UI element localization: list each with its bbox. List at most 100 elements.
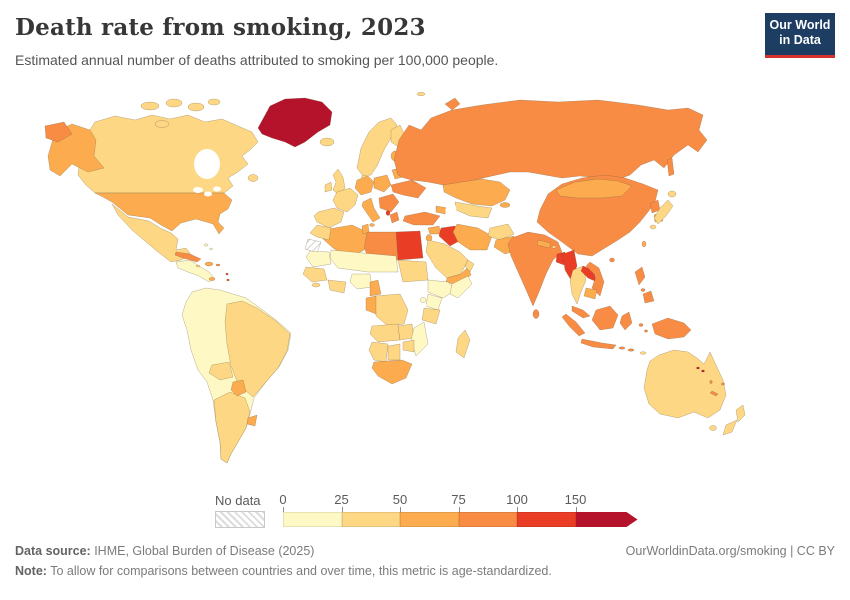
country-italy-sicily[interactable] bbox=[369, 223, 375, 227]
country-afghanistan[interactable] bbox=[487, 223, 515, 241]
country-canada[interactable] bbox=[77, 114, 259, 194]
region-svalbard[interactable] bbox=[416, 91, 426, 97]
country-mexico[interactable] bbox=[111, 203, 192, 263]
country-puerto-rico[interactable] bbox=[215, 263, 221, 267]
country-new-zealand-south[interactable] bbox=[722, 419, 738, 436]
country-angola[interactable] bbox=[369, 323, 401, 343]
country-newfoundland[interactable] bbox=[247, 174, 259, 182]
country-somalia[interactable] bbox=[449, 275, 473, 299]
country-fiji[interactable] bbox=[721, 382, 725, 386]
country-philippines-visayas[interactable] bbox=[640, 288, 646, 292]
country-sri-lanka[interactable] bbox=[532, 309, 540, 319]
country-zimbabwe[interactable] bbox=[402, 339, 415, 353]
legend-color-segment-50-75[interactable] bbox=[400, 512, 459, 527]
country-poland[interactable] bbox=[373, 174, 392, 193]
country-canada-islands[interactable] bbox=[140, 101, 160, 111]
region-lesser-sunda[interactable] bbox=[618, 346, 626, 350]
country-australia[interactable] bbox=[643, 349, 727, 419]
country-canada-islands[interactable] bbox=[207, 98, 221, 106]
country-syria[interactable] bbox=[427, 225, 442, 235]
country-russia-novaya-zemlya[interactable] bbox=[444, 97, 461, 111]
country-panama[interactable] bbox=[208, 277, 216, 281]
country-mongolia[interactable] bbox=[555, 178, 633, 199]
country-italy[interactable] bbox=[361, 197, 381, 223]
country-japan-honshu[interactable] bbox=[653, 199, 674, 225]
country-morocco[interactable] bbox=[309, 224, 332, 241]
country-albania[interactable] bbox=[385, 210, 391, 216]
region-sierra-leone-liberia[interactable] bbox=[311, 282, 321, 288]
country-japan-kyushu[interactable] bbox=[649, 224, 657, 230]
country-solomon-islands[interactable] bbox=[696, 366, 700, 370]
legend-color-segment-150+[interactable] bbox=[576, 512, 638, 527]
country-solomon-islands[interactable] bbox=[701, 369, 705, 373]
country-paraguay[interactable] bbox=[230, 379, 247, 397]
credit-link[interactable]: OurWorldinData.org/smoking | CC BY bbox=[625, 544, 835, 558]
country-philippines-luzon[interactable] bbox=[634, 266, 646, 286]
country-tunisia[interactable] bbox=[361, 223, 370, 235]
country-uruguay[interactable] bbox=[246, 414, 258, 427]
legend-color-segment-75-100[interactable] bbox=[458, 512, 517, 527]
country-russia-sakhalin[interactable] bbox=[666, 157, 675, 177]
country-kazakhstan[interactable] bbox=[442, 178, 511, 207]
region-norway-sweden[interactable] bbox=[356, 117, 398, 177]
country-namibia[interactable] bbox=[368, 341, 389, 363]
country-cuba[interactable] bbox=[174, 251, 202, 263]
region-caucasus[interactable] bbox=[435, 205, 449, 215]
country-turkey[interactable] bbox=[402, 211, 441, 226]
country-south-africa[interactable] bbox=[371, 359, 413, 385]
region-argentina-chile[interactable] bbox=[213, 391, 251, 464]
country-new-caledonia[interactable] bbox=[709, 390, 719, 397]
country-nigeria[interactable] bbox=[349, 273, 373, 290]
country-nepal[interactable] bbox=[536, 239, 552, 249]
country-botswana[interactable] bbox=[387, 343, 401, 361]
region-moluccas[interactable] bbox=[638, 323, 644, 327]
region-moluccas[interactable] bbox=[644, 329, 648, 333]
region-senegal-guinea[interactable] bbox=[302, 266, 328, 283]
country-india[interactable] bbox=[507, 231, 563, 307]
region-lesser-antilles[interactable] bbox=[225, 272, 229, 276]
country-timor[interactable] bbox=[639, 351, 647, 355]
country-canada-islands[interactable] bbox=[187, 102, 205, 112]
country-ireland[interactable] bbox=[324, 181, 333, 193]
country-greece[interactable] bbox=[389, 211, 400, 224]
region-lesser-sunda[interactable] bbox=[627, 348, 635, 352]
region-ivory-coast-ghana[interactable] bbox=[327, 279, 347, 294]
country-ethiopia[interactable] bbox=[427, 279, 457, 299]
legend-no-data-swatch[interactable] bbox=[215, 511, 265, 528]
region-lesser-antilles[interactable] bbox=[226, 278, 230, 282]
country-uganda[interactable] bbox=[419, 297, 427, 303]
country-tanzania[interactable] bbox=[421, 307, 441, 325]
country-ukraine[interactable] bbox=[390, 179, 427, 199]
region-germany-central-europe[interactable] bbox=[354, 175, 375, 196]
country-bolivia[interactable] bbox=[208, 361, 234, 381]
country-hispaniola[interactable] bbox=[204, 261, 214, 267]
country-iran[interactable] bbox=[452, 223, 493, 251]
country-usa[interactable] bbox=[94, 192, 233, 235]
country-indonesia-java[interactable] bbox=[580, 338, 617, 350]
owid-logo[interactable]: Our World in Data bbox=[765, 13, 835, 58]
region-mali-niger-chad[interactable] bbox=[329, 249, 399, 273]
country-china-hainan[interactable] bbox=[609, 257, 615, 263]
country-egypt[interactable] bbox=[395, 230, 424, 261]
region-balkans[interactable] bbox=[378, 193, 400, 213]
country-drc[interactable] bbox=[374, 293, 409, 327]
country-france[interactable] bbox=[332, 187, 359, 213]
country-cambodia[interactable] bbox=[583, 287, 598, 300]
country-bahamas[interactable] bbox=[209, 247, 213, 251]
country-western-sahara[interactable] bbox=[304, 238, 322, 254]
country-indonesia-borneo[interactable] bbox=[591, 305, 619, 331]
country-japan-hokkaido[interactable] bbox=[667, 190, 677, 198]
country-bhutan[interactable] bbox=[551, 245, 557, 249]
country-vanuatu[interactable] bbox=[709, 380, 713, 384]
country-canada-islands[interactable] bbox=[165, 98, 183, 108]
country-indonesia-sumatra[interactable] bbox=[561, 313, 586, 337]
country-new-guinea[interactable] bbox=[651, 317, 692, 340]
country-iceland[interactable] bbox=[319, 137, 335, 147]
country-bangladesh[interactable] bbox=[555, 251, 566, 266]
country-cameroon[interactable] bbox=[369, 279, 382, 297]
country-sudan[interactable] bbox=[397, 259, 429, 283]
country-oman[interactable] bbox=[464, 259, 475, 273]
country-russia-chukotka[interactable] bbox=[44, 121, 73, 143]
country-taiwan[interactable] bbox=[641, 240, 647, 248]
country-new-zealand-north[interactable] bbox=[735, 404, 746, 423]
